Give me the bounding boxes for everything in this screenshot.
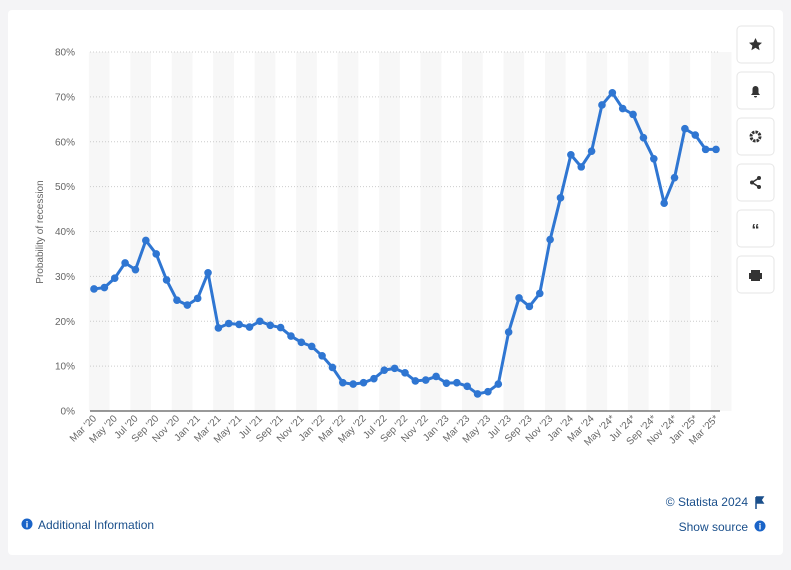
settings-button[interactable] xyxy=(736,117,775,156)
y-tick-label: 30% xyxy=(55,272,75,283)
print-icon xyxy=(749,270,762,281)
point xyxy=(256,317,264,326)
share-dot xyxy=(750,180,754,185)
point xyxy=(608,89,617,97)
point xyxy=(494,380,503,388)
star-icon xyxy=(749,38,762,51)
point xyxy=(681,124,689,133)
point xyxy=(504,328,513,336)
point xyxy=(131,265,140,274)
point xyxy=(618,104,627,113)
point xyxy=(142,236,150,245)
point xyxy=(639,133,648,142)
point xyxy=(453,378,461,387)
point xyxy=(463,382,472,391)
point xyxy=(90,285,98,293)
band xyxy=(710,52,732,411)
point xyxy=(214,324,223,332)
y-tick-label: 0% xyxy=(61,407,76,418)
point xyxy=(110,274,119,282)
point xyxy=(598,101,606,109)
point xyxy=(442,379,451,387)
show-source[interactable]: Show source xyxy=(679,520,749,534)
y-tick-label: 50% xyxy=(55,182,75,193)
y-tick-label: 70% xyxy=(55,92,75,103)
y-tick-label: 10% xyxy=(55,362,75,373)
band xyxy=(337,52,359,411)
point xyxy=(318,352,326,360)
point xyxy=(100,283,109,292)
gear-icon xyxy=(749,130,762,143)
point xyxy=(359,378,368,387)
point xyxy=(328,363,337,372)
point xyxy=(411,377,420,385)
point xyxy=(193,294,202,303)
point xyxy=(535,289,544,298)
point xyxy=(287,332,295,340)
point xyxy=(224,319,233,328)
point xyxy=(701,145,710,154)
point xyxy=(245,323,254,331)
copyright[interactable]: © Statista 2024 xyxy=(666,495,749,509)
source-icon xyxy=(754,520,766,532)
point xyxy=(401,369,409,377)
point xyxy=(432,372,440,381)
share-dot xyxy=(757,176,761,180)
source-icon-glyph: i xyxy=(759,522,762,532)
y-tick-label: 80% xyxy=(55,48,75,59)
y-tick-label: 20% xyxy=(55,317,75,328)
point xyxy=(380,366,389,374)
point xyxy=(183,301,192,309)
sidebar: “ xyxy=(736,25,775,294)
point xyxy=(349,380,357,388)
point xyxy=(629,110,637,119)
share-button[interactable] xyxy=(736,163,775,202)
y-tick-label: 40% xyxy=(55,227,75,238)
y-tick-label: 60% xyxy=(55,137,75,148)
flag-icon xyxy=(755,496,765,509)
additional-info[interactable]: Additional Information xyxy=(38,518,154,532)
point xyxy=(297,338,306,347)
point xyxy=(266,321,275,330)
point xyxy=(577,163,586,171)
point xyxy=(473,390,482,398)
band xyxy=(420,52,442,411)
point xyxy=(173,296,181,304)
point xyxy=(121,259,129,267)
point xyxy=(390,364,399,373)
point xyxy=(670,173,679,182)
point xyxy=(339,378,347,387)
point xyxy=(556,194,565,202)
bell-icon xyxy=(751,86,760,98)
point xyxy=(484,387,492,396)
point xyxy=(515,294,523,302)
share-dot xyxy=(757,185,761,189)
point xyxy=(204,268,212,277)
point xyxy=(712,145,720,154)
point xyxy=(235,320,243,329)
point xyxy=(650,155,658,163)
info-icon xyxy=(21,518,33,530)
point xyxy=(567,150,575,159)
point xyxy=(587,147,596,155)
point xyxy=(546,235,554,244)
point xyxy=(276,323,285,332)
point xyxy=(307,342,316,351)
point xyxy=(152,250,160,258)
info-icon-glyph: i xyxy=(26,520,29,530)
point xyxy=(525,302,534,311)
cite-button[interactable] xyxy=(736,209,775,248)
band xyxy=(254,52,276,411)
quote-icon: “ xyxy=(752,222,760,239)
point xyxy=(370,374,378,383)
point xyxy=(421,376,430,384)
band xyxy=(171,52,193,411)
y-axis-label: Probability of recession xyxy=(35,180,46,283)
point xyxy=(162,276,171,284)
point xyxy=(660,199,668,208)
point xyxy=(691,131,700,139)
